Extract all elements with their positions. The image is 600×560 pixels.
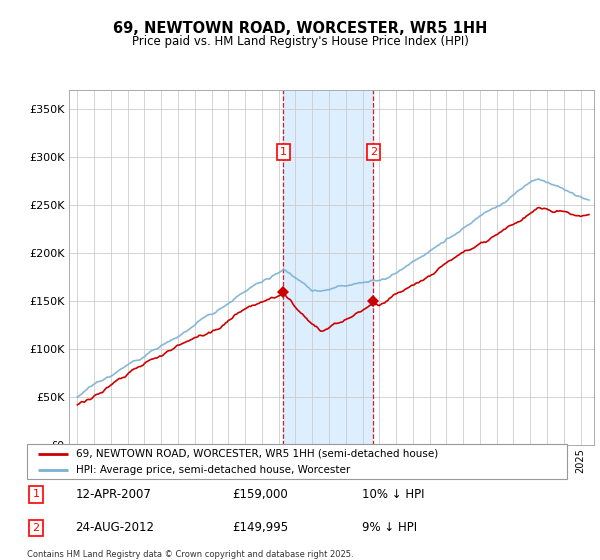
Text: 10% ↓ HPI: 10% ↓ HPI xyxy=(362,488,424,501)
Text: 9% ↓ HPI: 9% ↓ HPI xyxy=(362,521,417,534)
Text: 2: 2 xyxy=(370,147,377,157)
Text: 69, NEWTOWN ROAD, WORCESTER, WR5 1HH: 69, NEWTOWN ROAD, WORCESTER, WR5 1HH xyxy=(113,21,487,36)
Text: 69, NEWTOWN ROAD, WORCESTER, WR5 1HH (semi-detached house): 69, NEWTOWN ROAD, WORCESTER, WR5 1HH (se… xyxy=(76,449,438,459)
Text: £159,000: £159,000 xyxy=(232,488,288,501)
Text: 24-AUG-2012: 24-AUG-2012 xyxy=(76,521,155,534)
Text: HPI: Average price, semi-detached house, Worcester: HPI: Average price, semi-detached house,… xyxy=(76,465,350,475)
Text: 2: 2 xyxy=(32,523,40,533)
Text: 1: 1 xyxy=(280,147,287,157)
FancyBboxPatch shape xyxy=(27,444,567,479)
Bar xyxy=(283,90,373,445)
Text: £149,995: £149,995 xyxy=(232,521,289,534)
Text: 12-APR-2007: 12-APR-2007 xyxy=(76,488,151,501)
Text: Price paid vs. HM Land Registry's House Price Index (HPI): Price paid vs. HM Land Registry's House … xyxy=(131,35,469,48)
Text: 1: 1 xyxy=(32,489,40,500)
Text: Contains HM Land Registry data © Crown copyright and database right 2025.
This d: Contains HM Land Registry data © Crown c… xyxy=(27,550,353,560)
